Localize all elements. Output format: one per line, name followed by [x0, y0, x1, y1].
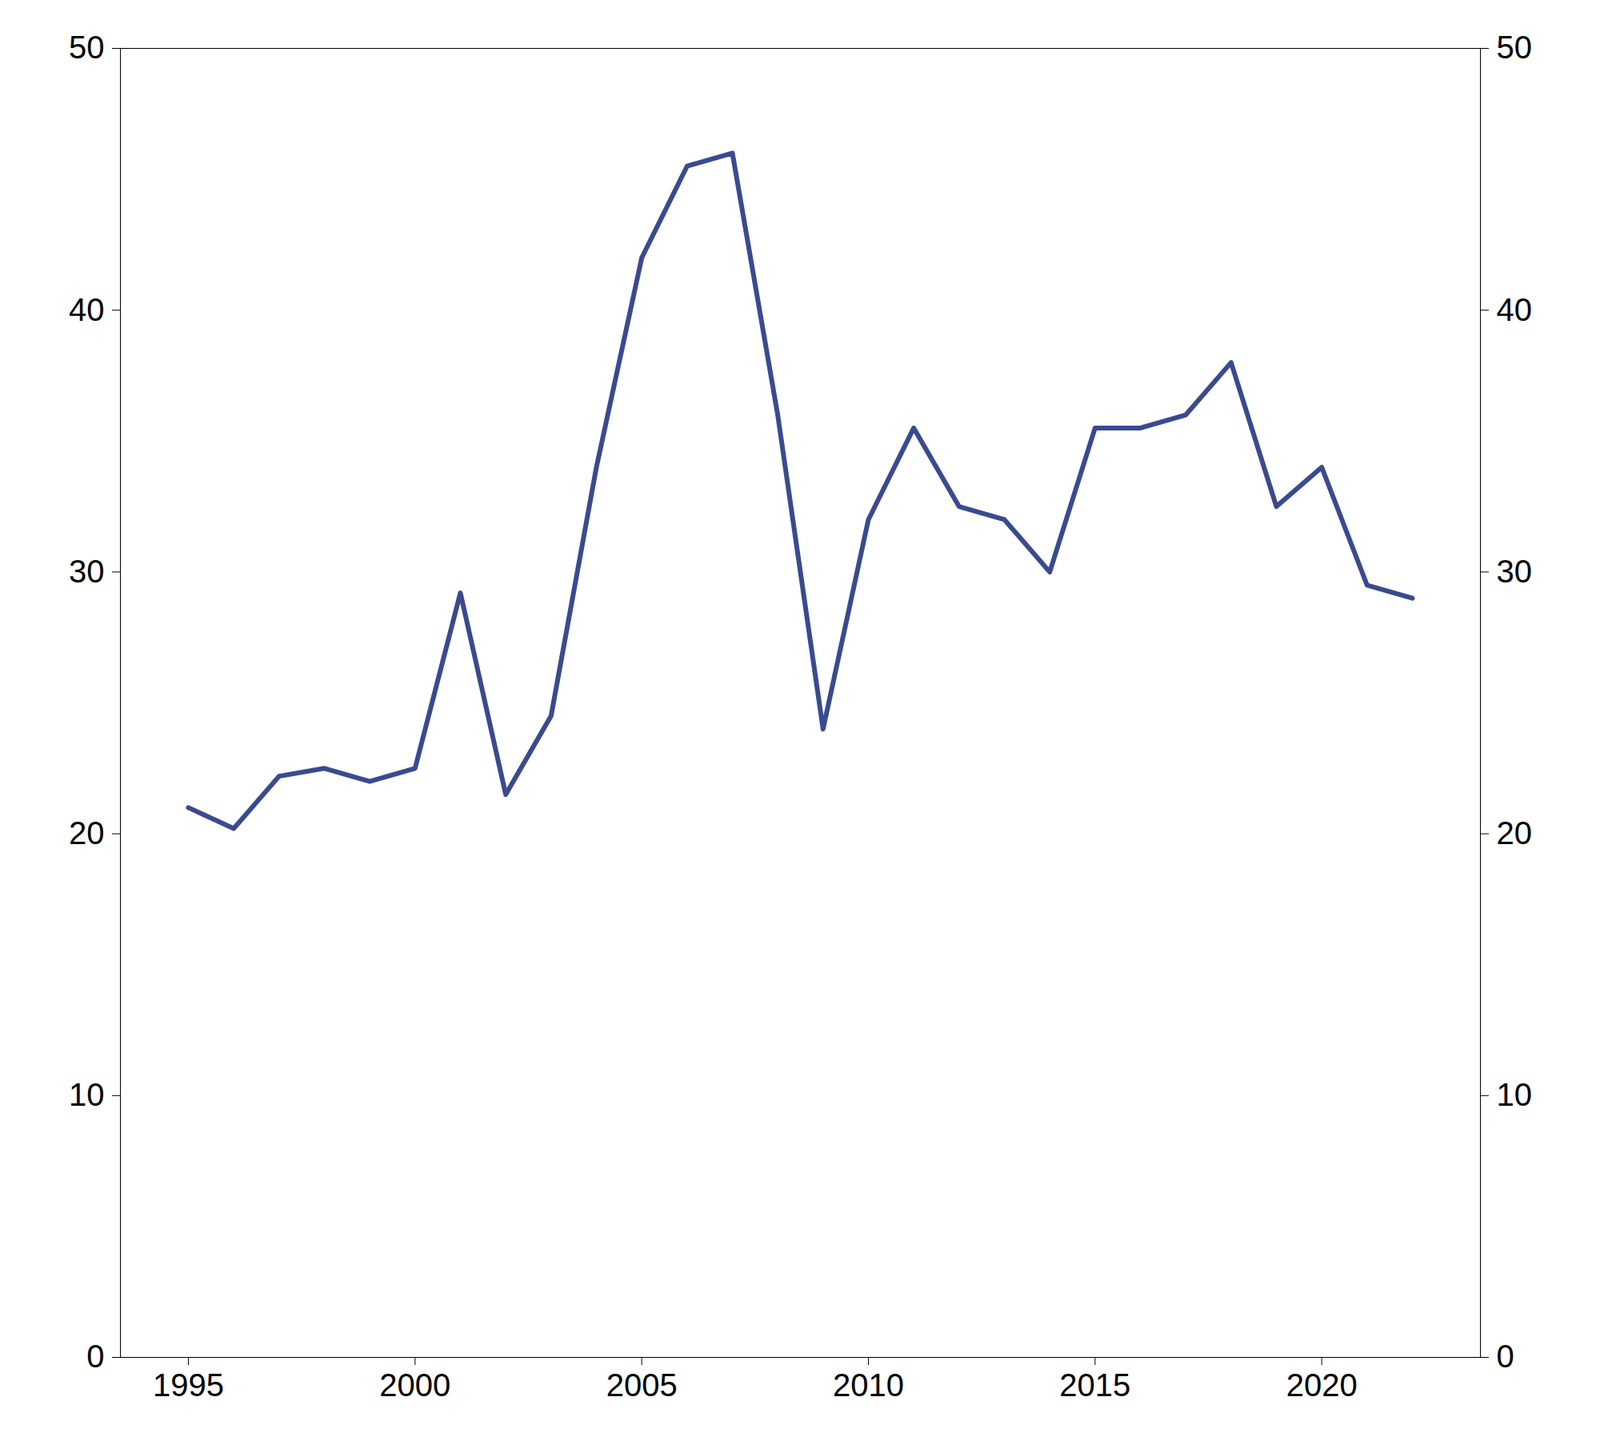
- svg-text:30: 30: [1496, 553, 1533, 589]
- svg-text:20: 20: [68, 815, 105, 851]
- svg-text:10: 10: [1496, 1076, 1533, 1112]
- svg-text:0: 0: [86, 1338, 104, 1374]
- svg-text:10: 10: [68, 1076, 105, 1112]
- svg-text:50: 50: [68, 29, 105, 65]
- svg-text:1995: 1995: [152, 1367, 224, 1403]
- svg-text:40: 40: [1496, 292, 1533, 328]
- svg-text:2010: 2010: [832, 1367, 904, 1403]
- svg-text:50: 50: [1496, 29, 1533, 65]
- svg-text:30: 30: [68, 553, 105, 589]
- svg-text:2000: 2000: [379, 1367, 451, 1403]
- svg-text:20: 20: [1496, 815, 1533, 851]
- svg-text:2020: 2020: [1286, 1367, 1358, 1403]
- svg-text:40: 40: [68, 292, 105, 328]
- svg-text:0: 0: [1496, 1338, 1515, 1374]
- svg-text:2005: 2005: [606, 1367, 678, 1403]
- svg-text:2015: 2015: [1059, 1367, 1131, 1403]
